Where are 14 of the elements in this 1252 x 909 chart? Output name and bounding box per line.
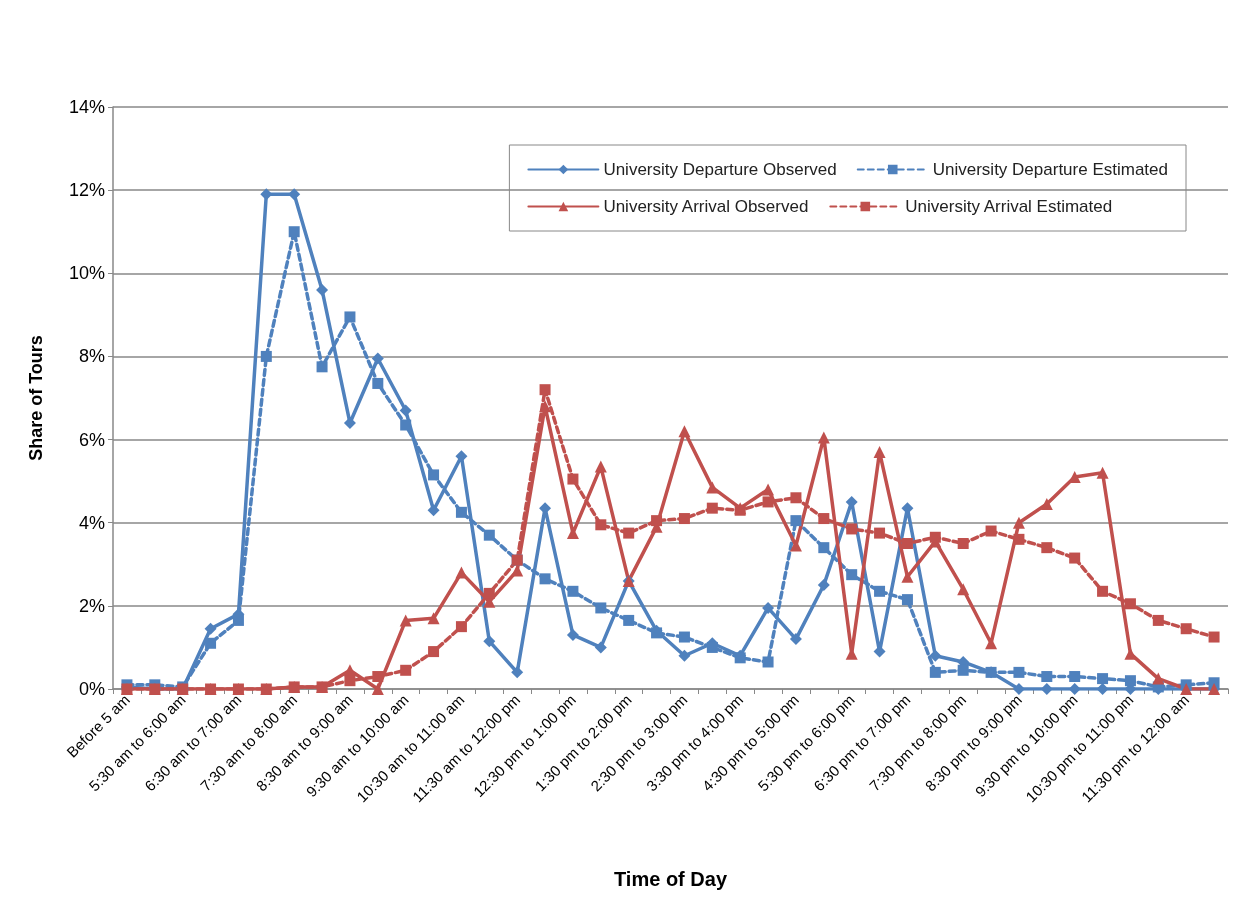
- legend-label: University Departure Estimated: [932, 160, 1169, 179]
- y-tick-label: 6%: [78, 429, 105, 450]
- legend-label: University Departure Observed: [603, 160, 837, 179]
- y-tick-label: 14%: [68, 97, 105, 117]
- y-axis-title: Share of Tours: [26, 335, 46, 461]
- y-tick-label: 10%: [68, 263, 105, 284]
- y-tick-label: 4%: [78, 512, 105, 533]
- y-tick-label: 8%: [78, 346, 105, 367]
- x-axis-title: Time of Day: [614, 868, 728, 890]
- y-tick-label: 12%: [68, 180, 105, 201]
- y-tick-label: 2%: [78, 595, 105, 616]
- legend-label: University Arrival Observed: [603, 197, 809, 216]
- y-tick-label: 0%: [78, 679, 105, 699]
- legend-label: University Arrival Estimated: [905, 197, 1113, 216]
